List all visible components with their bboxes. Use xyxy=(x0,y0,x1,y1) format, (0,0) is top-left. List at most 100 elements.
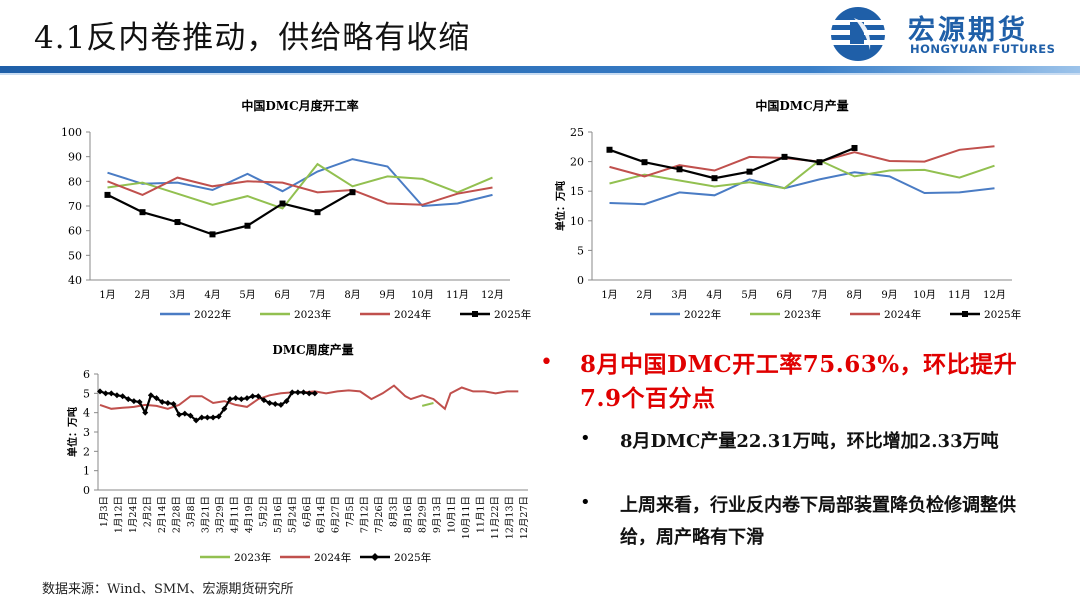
x-tick-label: 5月 xyxy=(741,289,757,301)
data-point-marker xyxy=(221,405,228,412)
legend-label: 2023年 xyxy=(294,308,331,321)
x-tick-label: 1月12日 xyxy=(113,496,124,533)
bullet-main-text: 8月中国DMC开工率75.63%，环比提升7.9个百分点 xyxy=(580,351,1018,412)
y-tick-label: 6 xyxy=(83,368,90,381)
x-tick-label: 8月16日 xyxy=(403,496,414,533)
page-title: 4.1反内卷推动，供给略有收缩 xyxy=(34,20,471,56)
y-axis-label: 单位：万吨 xyxy=(554,181,567,231)
legend-label: 2022年 xyxy=(194,308,231,321)
legend-label: 2025年 xyxy=(394,551,431,564)
series-line-2023年 xyxy=(421,402,434,407)
data-point-marker xyxy=(279,200,286,207)
chart-title: 中国DMC月度开工率 xyxy=(241,98,358,113)
series-line-2022年 xyxy=(107,158,493,208)
logo-name-cn: 宏源期货 xyxy=(908,15,1028,46)
data-point-marker xyxy=(238,396,245,403)
x-tick-label: 4月11日 xyxy=(229,496,240,533)
y-tick-label: 50 xyxy=(68,249,82,262)
data-point-marker xyxy=(142,409,149,416)
x-tick-label: 9月13日 xyxy=(432,496,443,533)
y-tick-label: 20 xyxy=(570,156,584,169)
x-tick-label: 5月16日 xyxy=(273,496,284,533)
bullet-sub-2-text: 上周来看，行业反内卷下局部装置降负检修调整供给，周产略有下滑 xyxy=(620,495,1016,548)
x-tick-label: 3月 xyxy=(169,289,185,301)
x-tick-label: 7月 xyxy=(811,289,827,301)
chart-monthly-production: 中国DMC月产量 0 5 10 15 20 25 单位：万吨 1月 2月 3月 4月 5月 6月 7月 8月 9… xyxy=(550,92,1040,336)
x-tick-label: 5月24日 xyxy=(287,496,298,533)
x-tick-label: 2月2日 xyxy=(142,496,153,527)
data-point-marker xyxy=(349,189,356,196)
data-point-marker xyxy=(102,390,109,397)
data-point-marker xyxy=(294,389,301,396)
x-tick-label: 1月3日 xyxy=(99,496,110,527)
legend-label: 2024年 xyxy=(884,308,921,321)
data-point-marker xyxy=(210,414,217,421)
weekly-production-chart-svg: DMC周度产量 0 1 2 3 4 5 6 单位：万吨 1月3日 1月12日 1月24日 2月2日 2月1… xyxy=(66,342,530,564)
data-point-marker xyxy=(641,159,648,166)
y-tick-label: 0 xyxy=(577,274,584,287)
bullet-dot-icon: • xyxy=(580,428,591,449)
data-point-marker xyxy=(108,390,115,397)
y-tick-label: 3 xyxy=(83,426,90,439)
data-point-marker xyxy=(174,219,181,226)
x-tick-label: 6月27日 xyxy=(331,496,342,533)
x-tick-label: 7月 xyxy=(309,289,325,301)
data-point-marker xyxy=(255,393,262,400)
y-tick-label: 5 xyxy=(83,387,90,400)
chart-weekly-production: DMC周度产量 0 1 2 3 4 5 6 单位：万吨 1月3日 1月12日 1月24日 2月2日 2月1… xyxy=(50,338,540,580)
y-tick-label: 4 xyxy=(83,407,90,420)
series-line-2025年 xyxy=(609,146,855,180)
data-point-marker xyxy=(243,395,250,402)
data-point-marker xyxy=(198,414,205,421)
x-tick-label: 12月13日 xyxy=(505,496,516,539)
x-tick-label: 10月 xyxy=(411,289,434,301)
data-point-marker xyxy=(147,392,154,399)
data-point-marker xyxy=(283,398,290,405)
x-tick-label: 5月2日 xyxy=(258,496,269,527)
legend-label: 2023年 xyxy=(234,551,271,564)
x-tick-label: 11月22日 xyxy=(490,496,501,539)
legend-label: 2023年 xyxy=(784,308,821,321)
data-point-marker xyxy=(136,399,143,406)
data-point-marker xyxy=(159,399,166,406)
y-tick-label: 25 xyxy=(570,126,584,139)
data-source-note: 数据来源：Wind、SMM、宏源期货研究所 xyxy=(42,582,294,597)
operating-rate-chart-svg: 中国DMC月度开工率 40 50 60 70 80 90 100 1月 2月 3月 4月 5月 6月 7月 8… xyxy=(61,98,531,321)
data-point-marker xyxy=(606,146,613,153)
series-line-2023年 xyxy=(609,159,995,190)
y-tick-label: 0 xyxy=(83,484,90,497)
x-tick-label: 2月14日 xyxy=(157,496,168,533)
bullet-sub-1-text: 8月DMC产量22.31万吨，环比增加2.33万吨 xyxy=(620,431,999,452)
bullet-dot-icon: • xyxy=(540,350,553,375)
x-tick-label: 11月1日 xyxy=(476,496,487,533)
legend-label: 2022年 xyxy=(684,308,721,321)
x-tick-label: 4月19日 xyxy=(244,496,255,533)
data-point-marker xyxy=(249,393,256,400)
data-point-marker xyxy=(272,400,279,407)
x-tick-label: 7月12日 xyxy=(360,496,371,533)
data-point-marker xyxy=(306,390,313,397)
company-logo: 宏源期货 HONGYUAN FUTURES xyxy=(826,4,1076,64)
y-tick-label: 40 xyxy=(68,274,82,287)
series-line-2022年 xyxy=(609,171,995,206)
data-point-marker xyxy=(260,397,267,404)
x-tick-label: 1月24日 xyxy=(128,496,139,533)
data-point-marker xyxy=(97,388,103,395)
y-axis-label: 单位：万吨 xyxy=(66,407,79,457)
data-point-marker xyxy=(816,159,823,166)
x-tick-label: 11月 xyxy=(446,289,469,301)
x-tick-label: 4月 xyxy=(706,289,722,301)
x-tick-label: 2月 xyxy=(636,289,652,301)
logo-name-en: HONGYUAN FUTURES xyxy=(910,42,1056,56)
header-band xyxy=(0,66,1080,75)
data-point-marker xyxy=(711,175,718,182)
x-tick-label: 10月11日 xyxy=(461,496,472,539)
data-point-marker xyxy=(314,209,321,216)
series-line-2025年 xyxy=(107,191,354,236)
data-point-marker xyxy=(153,395,160,402)
x-tick-label: 6月 xyxy=(776,289,792,301)
x-tick-label: 12月 xyxy=(983,289,1006,301)
y-tick-label: 15 xyxy=(570,185,584,198)
x-tick-label: 9月 xyxy=(881,289,897,301)
data-point-marker xyxy=(311,390,318,397)
